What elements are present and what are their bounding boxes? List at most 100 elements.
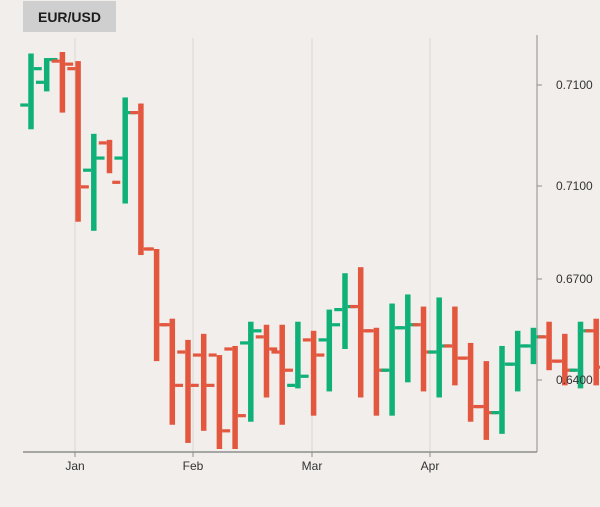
high-low-range	[420, 306, 427, 392]
ohlc-bar	[161, 318, 184, 425]
open-tick	[208, 353, 217, 357]
high-low-range	[326, 309, 333, 392]
high-low-range	[310, 330, 317, 416]
open-tick	[538, 335, 547, 339]
x-tick-label: Feb	[183, 459, 204, 473]
ohlc-bar	[271, 324, 293, 425]
ohlc-bar	[192, 333, 215, 431]
close-tick	[300, 374, 309, 378]
ohlc-bar	[224, 345, 246, 449]
close-tick	[175, 383, 184, 387]
ohlc-bar	[20, 53, 42, 130]
high-low-range	[216, 355, 223, 449]
open-tick	[114, 156, 123, 160]
close-tick	[222, 429, 231, 433]
x-tick-labels: Jan Feb Mar Apr	[65, 452, 439, 473]
open-tick	[67, 67, 76, 71]
high-low-range	[357, 267, 364, 398]
open-tick	[130, 111, 139, 115]
ohlc-bar	[51, 52, 74, 113]
open-tick	[302, 338, 311, 342]
high-low-range	[122, 97, 128, 204]
high-low-range	[483, 361, 490, 440]
high-low-range	[200, 333, 207, 431]
open-tick	[569, 368, 578, 372]
high-low-range	[373, 327, 380, 416]
ohlc-bar	[208, 353, 231, 449]
open-tick	[365, 329, 374, 333]
open-tick	[51, 59, 60, 63]
close-tick	[237, 414, 246, 418]
close-tick	[269, 347, 278, 351]
open-tick	[444, 344, 453, 348]
open-tick	[161, 323, 170, 327]
open-tick	[271, 350, 280, 354]
ohlc-bar	[522, 327, 545, 365]
high-low-range	[43, 58, 50, 92]
high-low-range	[593, 318, 599, 386]
x-tick-label: Apr	[421, 459, 440, 473]
close-tick	[284, 368, 293, 372]
ohlc-bar	[98, 139, 121, 184]
ohlc-bar	[287, 321, 309, 389]
ohlc-bar	[240, 321, 262, 422]
high-low-range	[138, 103, 144, 256]
high-low-range	[436, 297, 442, 398]
open-tick	[522, 344, 531, 348]
high-low-range	[59, 52, 66, 113]
ohlc-bar	[302, 330, 325, 416]
ohlc-bar	[318, 309, 341, 392]
open-tick	[349, 304, 358, 309]
open-tick	[35, 80, 44, 84]
open-tick	[20, 103, 29, 107]
high-low-range	[106, 139, 113, 174]
y-tick-label: 0.7100	[556, 179, 593, 193]
close-tick	[190, 383, 199, 387]
high-low-range	[514, 330, 521, 392]
close-tick	[332, 323, 341, 327]
open-tick	[381, 368, 390, 372]
open-tick	[554, 359, 563, 363]
close-tick	[80, 185, 89, 189]
open-tick	[459, 356, 468, 360]
open-tick	[475, 404, 484, 409]
high-low-range	[263, 324, 270, 398]
high-low-range	[91, 133, 97, 231]
open-tick	[240, 341, 249, 345]
high-low-range	[499, 345, 505, 434]
high-low-range	[169, 318, 176, 425]
high-low-range	[295, 321, 301, 389]
open-tick	[287, 383, 296, 387]
ohlc-bar	[334, 273, 356, 349]
ohlc-bar	[412, 306, 435, 392]
open-tick	[334, 307, 343, 312]
symbol-badge: EUR/USD	[23, 1, 116, 32]
y-tick-label: 0.7100	[556, 78, 593, 92]
high-low-range	[405, 294, 411, 383]
ohlc-bar	[475, 361, 498, 440]
close-tick	[598, 365, 600, 369]
x-tick-label: Mar	[302, 459, 323, 473]
high-low-range	[185, 339, 191, 443]
high-low-range	[389, 303, 395, 416]
ohlc-bar	[397, 294, 419, 383]
high-low-range	[530, 327, 537, 365]
high-low-range	[248, 321, 254, 422]
high-low-range	[577, 321, 584, 389]
high-low-range	[452, 306, 458, 386]
y-tick-label: 0.6700	[556, 272, 593, 286]
high-low-range	[562, 333, 568, 386]
high-low-range	[28, 53, 34, 130]
ohlc-bar	[381, 303, 403, 416]
ohlc-bar	[67, 61, 89, 222]
open-tick	[192, 353, 201, 357]
open-tick	[506, 362, 515, 366]
close-tick	[253, 329, 262, 333]
close-tick	[96, 156, 105, 160]
ohlc-bar	[177, 339, 199, 443]
high-low-range	[153, 248, 160, 362]
ohlc-bar	[83, 133, 105, 231]
x-tick-label: Jan	[65, 459, 84, 473]
open-tick	[428, 350, 437, 354]
